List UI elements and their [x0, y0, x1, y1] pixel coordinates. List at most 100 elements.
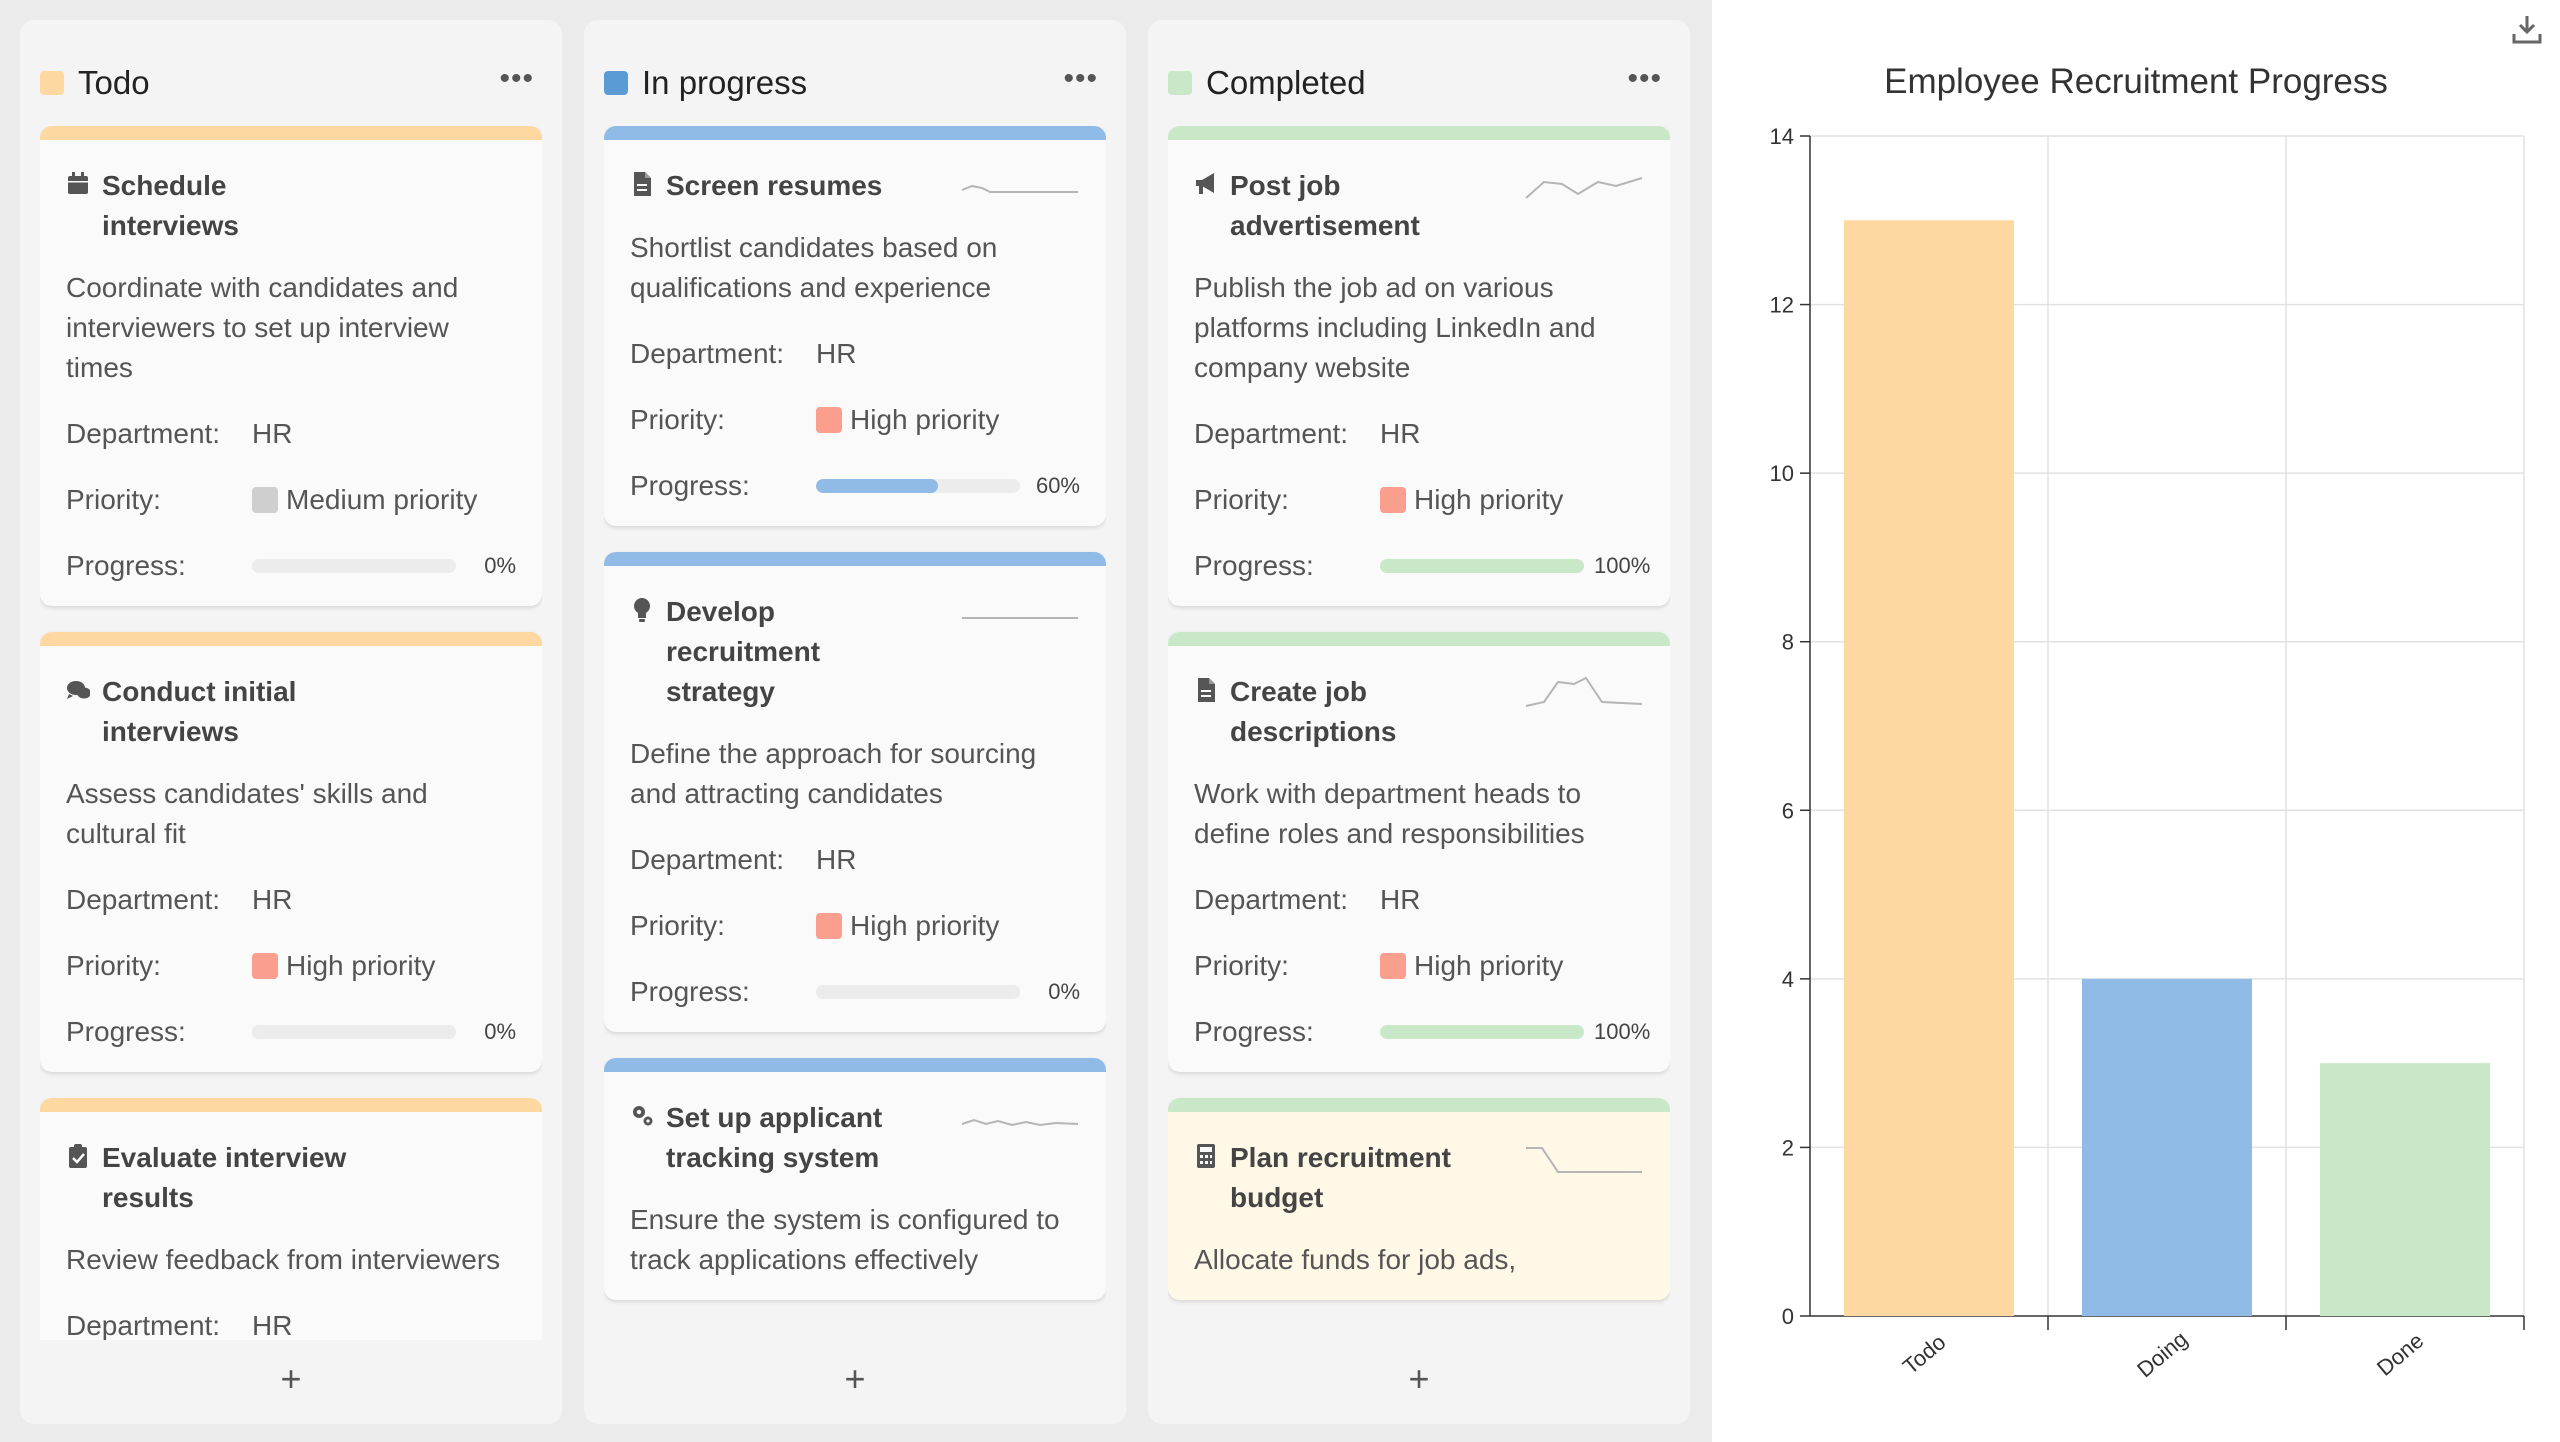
column-todo: Todo ••• Schedule interviews Coordinate wit… — [20, 20, 562, 1424]
progress-label: Progress: — [66, 1016, 186, 1047]
task-card[interactable]: Create job descriptions Work with departm… — [1168, 632, 1670, 1072]
y-tick-label: 12 — [1770, 293, 1794, 318]
card-description: Allocate funds for job ads, — [1194, 1244, 1517, 1275]
progress-bar — [816, 985, 1020, 999]
task-card[interactable]: Set up applicant tracking system Ensure t… — [604, 1058, 1106, 1300]
card-status-bar — [1168, 1098, 1670, 1112]
y-tick-label: 6 — [1782, 798, 1794, 823]
sparkline — [1525, 676, 1643, 707]
task-card[interactable]: Evaluate interview results Review feedbac… — [40, 1098, 542, 1340]
column-color-swatch — [40, 71, 64, 95]
calculator-icon — [1197, 1144, 1215, 1168]
department-label: Department: — [66, 418, 221, 449]
progress-bar — [1380, 1025, 1584, 1039]
task-card[interactable]: Screen resumes Shortlist candidates based… — [604, 126, 1106, 526]
x-tick-label: Done — [2372, 1328, 2428, 1381]
progress-field: Progress: 100% — [1194, 1012, 1650, 1052]
progress-field: Progress: 60% — [630, 466, 1080, 506]
column-title: In progress — [642, 64, 808, 101]
card-status-bar — [40, 632, 542, 646]
column-title: Todo — [78, 64, 150, 101]
kanban-board: Todo ••• Schedule interviews Coordinate wit… — [20, 20, 1670, 1424]
department-label: Department: — [1194, 884, 1349, 915]
priority-color-dot — [816, 913, 842, 939]
task-card[interactable]: Post job advertisement Publish the job ad… — [1168, 126, 1670, 606]
priority-label: Priority: — [630, 404, 725, 435]
progress-label: Progress: — [630, 976, 750, 1007]
card-title: Plan recruitment budget — [1230, 1142, 1451, 1213]
add-card-button[interactable]: + — [844, 1358, 866, 1399]
progress-percent: 0% — [484, 1019, 516, 1044]
department-label: Department: — [1194, 418, 1349, 449]
priority-field: Priority: High priority — [630, 906, 1080, 946]
priority-color-dot — [1380, 487, 1406, 513]
clipboard-check-icon — [69, 1144, 87, 1168]
card-header: Plan recruitment budget — [1194, 1138, 1644, 1218]
card-header: Schedule interviews — [66, 166, 516, 246]
department-value: HR — [252, 418, 293, 449]
priority-color-dot — [252, 487, 278, 513]
card-description: Coordinate with candidates and interview… — [66, 272, 459, 383]
task-card[interactable]: Plan recruitment budget Allocate funds fo… — [1168, 1098, 1670, 1300]
card-description: Work with department heads to define rol… — [1194, 778, 1585, 849]
card-title: Develop recruitment strategy — [666, 596, 821, 707]
progress-label: Progress: — [66, 550, 186, 581]
column-menu-icon[interactable]: ••• — [1063, 62, 1098, 95]
department-value: HR — [816, 338, 857, 369]
card-header: Post job advertisement — [1194, 166, 1644, 246]
department-field: Department: HR — [66, 880, 516, 920]
department-label: Department: — [66, 884, 221, 915]
sparkline — [1526, 1147, 1642, 1173]
add-card-button[interactable]: + — [1408, 1358, 1430, 1399]
priority-value: Medium priority — [286, 484, 478, 515]
card-description: Ensure the system is configured to track… — [630, 1204, 1060, 1275]
card-title: Screen resumes — [666, 170, 883, 201]
card-header: Evaluate interview results — [66, 1138, 516, 1218]
card-title: Conduct initial interviews — [102, 676, 297, 747]
priority-label: Priority: — [1194, 950, 1289, 981]
progress-field: Progress: 0% — [66, 546, 516, 586]
card-description: Assess candidates' skills and cultural f… — [66, 778, 428, 849]
progress-label: Progress: — [1194, 550, 1314, 581]
column-menu-icon[interactable]: ••• — [499, 62, 534, 95]
card-description: Define the approach for sourcing and att… — [630, 738, 1037, 809]
card-header: Conduct initial interviews — [66, 672, 516, 752]
gears-icon — [633, 1106, 653, 1126]
calendar-icon — [68, 172, 88, 194]
progress-bar — [1380, 559, 1584, 573]
sparkline — [961, 1118, 1079, 1127]
card-status-bar — [40, 126, 542, 140]
column-in-progress: In progress ••• Screen resumes Shortlist ca… — [584, 20, 1126, 1424]
card-status-bar — [604, 1058, 1106, 1072]
bar-doing — [2082, 978, 2252, 1316]
department-field: Department: HR — [1194, 414, 1644, 454]
bar-todo — [1844, 220, 2014, 1316]
priority-color-dot — [816, 407, 842, 433]
task-card[interactable]: Conduct initial interviews Assess candida… — [40, 632, 542, 1072]
card-status-bar — [1168, 632, 1670, 646]
bar-done — [2320, 1063, 2490, 1316]
column-title: Completed — [1206, 64, 1366, 101]
download-icon[interactable] — [2510, 12, 2544, 46]
column-header: In progress ••• — [604, 58, 1106, 108]
column-card-list: Post job advertisement Publish the job ad… — [1168, 126, 1670, 1340]
priority-field: Priority: High priority — [66, 946, 516, 986]
progress-bar-fill — [816, 479, 939, 493]
column-menu-icon[interactable]: ••• — [1627, 62, 1662, 95]
task-card[interactable]: Schedule interviews Coordinate with candi… — [40, 126, 542, 606]
card-title: Schedule interviews — [102, 170, 239, 241]
y-tick-label: 8 — [1782, 630, 1794, 655]
card-status-bar — [40, 1098, 542, 1112]
add-card-button[interactable]: + — [280, 1358, 302, 1399]
priority-value: High priority — [286, 950, 436, 981]
task-card[interactable]: Develop recruitment strategy Define the a… — [604, 552, 1106, 1032]
progress-bar — [252, 559, 456, 573]
card-description: Shortlist candidates based on qualificat… — [630, 232, 998, 303]
column-color-swatch — [604, 71, 628, 95]
document-icon — [1198, 678, 1215, 702]
column-card-list: Screen resumes Shortlist candidates based… — [604, 126, 1106, 1340]
department-label: Department: — [630, 844, 785, 875]
x-tick-label: Todo — [1898, 1329, 1951, 1379]
progress-bar-fill — [1380, 559, 1584, 573]
progress-percent: 60% — [1035, 473, 1080, 498]
